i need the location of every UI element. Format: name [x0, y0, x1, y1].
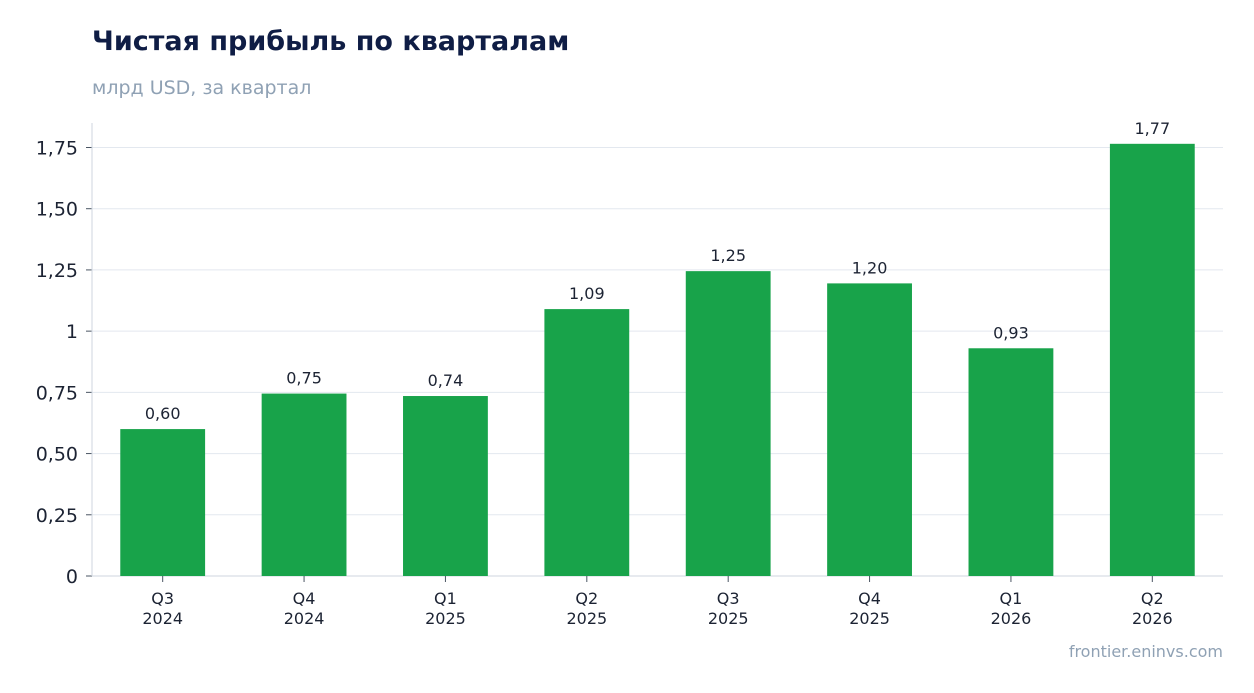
data-label: 0,75	[286, 369, 322, 388]
data-label: 0,60	[145, 404, 181, 423]
bar	[1109, 143, 1195, 576]
x-tick-label: Q4 2024	[284, 589, 325, 628]
x-tick-label: Q3 2025	[708, 589, 749, 628]
x-tick-quarter: Q3	[151, 589, 174, 608]
bar	[544, 309, 630, 576]
data-label: 0,74	[428, 371, 464, 390]
chart-title: Чистая прибыль по кварталам	[92, 26, 570, 57]
x-tick-year: 2025	[849, 609, 890, 628]
data-label: 1,09	[569, 284, 605, 303]
bar	[120, 429, 206, 576]
source-watermark: frontier.eninvs.com	[1068, 642, 1223, 661]
x-tick-quarter: Q3	[717, 589, 740, 608]
x-tick-label: Q3 2024	[142, 589, 183, 628]
chart-subtitle: млрд USD, за квартал	[92, 77, 312, 99]
y-tick-label: 0,75	[36, 382, 78, 404]
data-label: 1,25	[710, 246, 746, 265]
bars	[120, 143, 1195, 576]
bar	[827, 283, 912, 576]
x-tick-year: 2024	[142, 609, 183, 628]
x-tick-quarter: Q4	[858, 589, 881, 608]
bar	[261, 393, 347, 576]
y-tick-label: 1	[66, 321, 78, 343]
y-tick-label: 1,25	[36, 260, 78, 282]
y-tick-label: 0,50	[36, 444, 78, 466]
x-tick-year: 2024	[284, 609, 325, 628]
x-tick-label: Q1 2026	[991, 589, 1032, 628]
x-tick-quarter: Q4	[293, 589, 316, 608]
bar	[403, 396, 488, 576]
x-tick-year: 2025	[425, 609, 466, 628]
y-tick-label: 1,50	[36, 199, 78, 221]
bar	[685, 271, 771, 576]
data-label: 1,20	[852, 258, 888, 277]
x-tick-year: 2025	[566, 609, 607, 628]
x-tick-quarter: Q2	[1141, 589, 1164, 608]
x-tick-label: Q2 2025	[566, 589, 607, 628]
x-tick-quarter: Q1	[434, 589, 457, 608]
x-tick-label: Q1 2025	[425, 589, 466, 628]
y-tick-label: 0,25	[36, 505, 78, 527]
x-tick-year: 2026	[1132, 609, 1173, 628]
data-labels: 0,60 0,75 0,74 1,09 1,25 1,20 0,93 1,77	[145, 119, 1170, 423]
x-tick-year: 2025	[708, 609, 749, 628]
data-label: 1,77	[1135, 119, 1171, 138]
x-tick-year: 2026	[991, 609, 1032, 628]
x-tick-label: Q2 2026	[1132, 589, 1173, 628]
x-tick-quarter: Q1	[1000, 589, 1023, 608]
x-tick-label: Q4 2025	[849, 589, 890, 628]
bar	[968, 348, 1054, 576]
data-label: 0,93	[993, 323, 1029, 342]
x-tick-quarter: Q2	[575, 589, 598, 608]
y-tick-label: 0	[66, 566, 78, 588]
y-tick-label: 1,75	[36, 137, 78, 159]
